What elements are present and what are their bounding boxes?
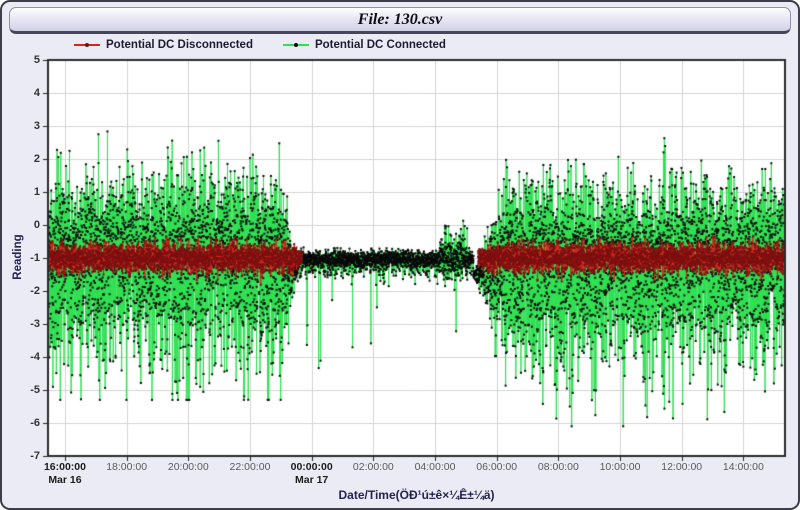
y-tick-label: 4 xyxy=(33,87,40,99)
y-tick-label: 2 xyxy=(33,153,40,165)
title-bar: File: 130.csv xyxy=(9,7,791,34)
connected-line-swatch-icon xyxy=(282,43,309,47)
x-tick-label: 10:00:00 xyxy=(599,461,641,473)
legend: Potential DC Disconnected Potential DC C… xyxy=(74,39,446,51)
y-tick-label: -4 xyxy=(30,351,40,363)
x-tick-label: 22:00:00 xyxy=(229,461,271,473)
y-tick-label: 0 xyxy=(33,219,40,231)
x-tick-label: 20:00:00 xyxy=(167,461,209,473)
connected-marker-icon xyxy=(293,43,298,47)
x-tick-label: 06:00:00 xyxy=(476,461,518,473)
y-tick-label: -6 xyxy=(30,417,40,429)
x-tick-day-label: Mar 17 xyxy=(295,474,329,486)
legend-item-connected: Potential DC Connected xyxy=(282,39,446,51)
y-tick-label: -1 xyxy=(30,252,40,264)
legend-label-disconnected: Potential DC Disconnected xyxy=(106,39,253,51)
x-tick-label: 04:00:00 xyxy=(414,461,456,473)
y-tick-label: 3 xyxy=(33,120,40,132)
disconnected-line-swatch-icon xyxy=(74,43,100,47)
y-tick-label: -2 xyxy=(30,285,40,297)
y-tick-label: -3 xyxy=(30,318,40,330)
x-tick-label: 02:00:00 xyxy=(352,461,394,473)
x-axis-title: Date/Time(ÖÐ¹ú±ê×¼Ê±¼ä) xyxy=(338,488,495,502)
x-tick-label: 16:00:00 xyxy=(43,461,86,473)
x-tick-label: 08:00:00 xyxy=(537,461,579,473)
x-tick-day-label: Mar 16 xyxy=(48,474,82,486)
disconnected-marker-icon xyxy=(85,43,89,47)
x-tick-label: 12:00:00 xyxy=(661,461,703,473)
window-title: File: 130.csv xyxy=(357,11,443,28)
x-tick-label: 18:00:00 xyxy=(106,461,148,473)
y-tick-label: 1 xyxy=(33,186,40,198)
chart-canvas xyxy=(42,54,787,462)
x-tick-label: 00:00:00 xyxy=(290,461,333,473)
y-tick-label: 5 xyxy=(33,54,40,66)
legend-item-disconnected: Potential DC Disconnected xyxy=(74,39,253,51)
legend-label-connected: Potential DC Connected xyxy=(314,39,446,51)
y-tick-label: -7 xyxy=(30,450,40,462)
x-tick-label: 14:00:00 xyxy=(722,461,764,473)
y-tick-label: -5 xyxy=(30,384,40,396)
